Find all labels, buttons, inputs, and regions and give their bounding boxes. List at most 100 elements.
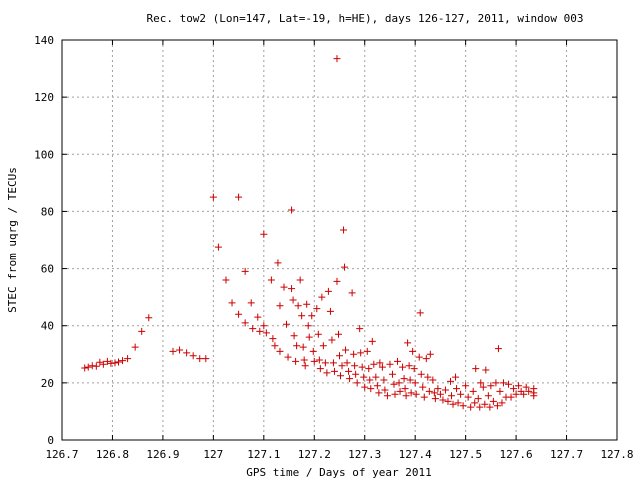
data-point <box>406 376 414 384</box>
x-tick-label: 127.7 <box>550 448 583 461</box>
data-point <box>115 358 123 366</box>
data-point <box>209 193 217 201</box>
data-point <box>262 329 270 337</box>
x-axis-label: GPS time / Days of year 2011 <box>246 466 431 479</box>
data-point <box>267 276 275 284</box>
grid-layer <box>62 40 617 440</box>
data-point <box>241 267 249 275</box>
x-tick-label: 127.5 <box>449 448 482 461</box>
data-point <box>289 296 297 304</box>
data-point <box>430 389 438 397</box>
data-point <box>496 387 504 395</box>
data-point <box>292 357 300 365</box>
data-point <box>498 399 506 407</box>
data-point <box>439 396 447 404</box>
data-point <box>314 330 322 338</box>
data-point <box>489 397 497 405</box>
data-point <box>343 359 351 367</box>
data-point <box>464 393 472 401</box>
data-point <box>235 193 243 201</box>
data-point <box>290 332 298 340</box>
data-point <box>338 362 346 370</box>
data-point <box>348 289 356 297</box>
x-tick-label: 127.1 <box>247 448 280 461</box>
data-point <box>484 392 492 400</box>
data-point <box>361 383 369 391</box>
data-point <box>81 364 89 372</box>
data-point <box>429 376 437 384</box>
y-tick-label: 140 <box>34 34 54 47</box>
data-point <box>399 363 407 371</box>
data-point <box>469 387 477 395</box>
data-point <box>360 373 368 381</box>
data-point <box>388 370 396 378</box>
data-point <box>310 357 318 365</box>
x-tick-label: 126.7 <box>45 448 78 461</box>
data-point <box>299 343 307 351</box>
data-point <box>288 285 296 293</box>
data-point <box>373 382 381 390</box>
data-point <box>269 335 277 343</box>
data-point <box>370 360 378 368</box>
y-tick-label: 60 <box>41 263 54 276</box>
data-point <box>124 355 132 363</box>
data-point <box>368 337 376 345</box>
data-point <box>363 347 371 355</box>
tick-layer: 0 20 40 60 80 100 120 140 126.7 126.8 126.9 127 127.… <box>34 34 633 461</box>
data-point <box>383 392 391 400</box>
data-point <box>493 402 501 410</box>
data-point <box>202 355 210 363</box>
x-tick-label: 126.9 <box>146 448 179 461</box>
data-point <box>381 386 389 394</box>
data-point <box>426 350 434 358</box>
data-point <box>390 380 398 388</box>
data-point <box>88 362 96 370</box>
data-point <box>417 370 425 378</box>
data-point <box>434 385 442 393</box>
data-point <box>499 379 507 387</box>
data-point <box>505 380 513 388</box>
data-point <box>530 389 538 397</box>
data-point <box>131 343 139 351</box>
data-point <box>367 385 375 393</box>
data-point <box>145 314 153 322</box>
y-tick-label: 120 <box>34 91 54 104</box>
data-point <box>419 383 427 391</box>
data-point <box>103 357 111 365</box>
data-point <box>358 363 366 371</box>
data-point <box>454 399 462 407</box>
data-point <box>420 393 428 401</box>
y-axis-label: STEC from uqrg / TECUs <box>6 167 19 313</box>
data-point <box>300 356 308 364</box>
x-tick-label: 127.3 <box>348 448 381 461</box>
data-point <box>176 346 184 354</box>
data-point <box>303 300 311 308</box>
data-point <box>309 347 317 355</box>
data-point <box>520 390 528 398</box>
data-point <box>256 327 264 335</box>
data-point <box>228 299 236 307</box>
x-tick-label: 127.8 <box>600 448 633 461</box>
data-point <box>431 395 439 403</box>
data-point <box>365 365 373 373</box>
data-point <box>400 375 408 383</box>
data-point <box>336 352 343 360</box>
data-point <box>510 385 518 393</box>
data-point <box>447 377 454 385</box>
data-point <box>316 365 324 373</box>
data-point <box>357 349 365 357</box>
data-point <box>293 342 301 350</box>
data-point <box>477 379 485 387</box>
data-point <box>169 347 177 355</box>
data-point <box>401 385 409 393</box>
data-point <box>334 330 342 338</box>
x-tick-label: 127 <box>203 448 223 461</box>
x-tick-label: 127.2 <box>298 448 331 461</box>
data-point <box>378 363 386 371</box>
data-point <box>409 347 417 355</box>
data-point <box>395 379 403 387</box>
data-point <box>107 359 115 367</box>
data-point <box>459 402 467 410</box>
data-point <box>476 403 484 411</box>
data-point <box>276 347 284 355</box>
